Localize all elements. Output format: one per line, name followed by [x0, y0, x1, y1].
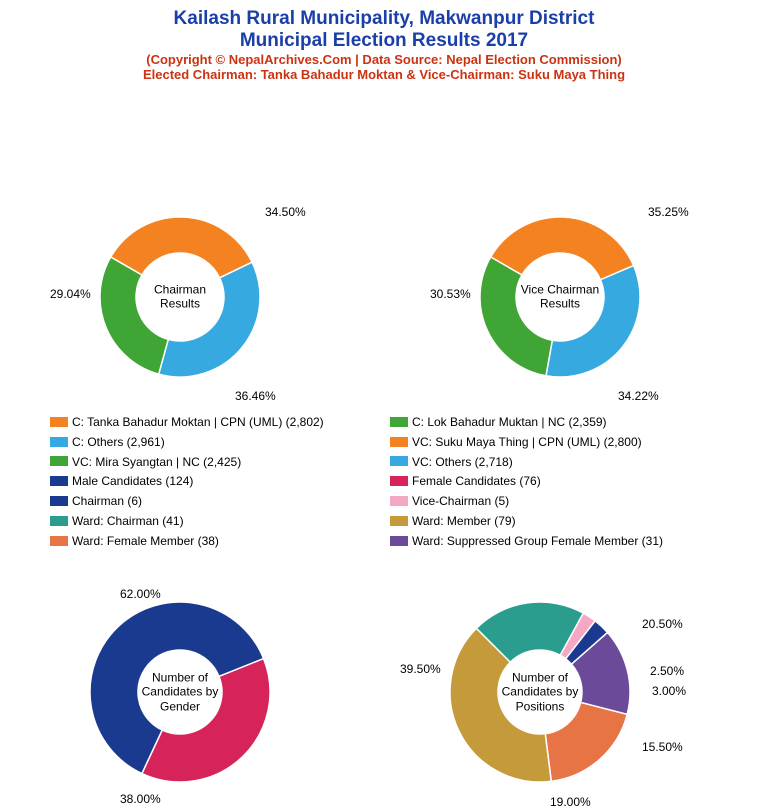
- legend-item: VC: Suku Maya Thing | CPN (UML) (2,800): [390, 432, 750, 451]
- chairman-center-label: Chairman Results: [140, 283, 220, 312]
- legend-text: Ward: Chairman (41): [72, 514, 184, 528]
- legend-item: C: Tanka Bahadur Moktan | CPN (UML) (2,8…: [50, 412, 390, 431]
- legend-swatch: [390, 417, 408, 427]
- legend-swatch: [390, 496, 408, 506]
- legend-swatch: [390, 476, 408, 486]
- legend-text: Female Candidates (76): [412, 474, 541, 488]
- legend-item: C: Others (2,961): [50, 432, 390, 451]
- positions-slice-label: 3.00%: [652, 684, 686, 698]
- gender-slice-label: 62.00%: [120, 587, 161, 601]
- legend-text: Ward: Suppressed Group Female Member (31…: [412, 534, 663, 548]
- positions-slice: [545, 702, 627, 781]
- chairman-slice: [159, 262, 260, 377]
- legend-text: C: Tanka Bahadur Moktan | CPN (UML) (2,8…: [72, 415, 324, 429]
- legend-swatch: [390, 456, 408, 466]
- chairman-slice-label: 36.46%: [235, 389, 276, 403]
- legend-text: VC: Mira Syangtan | NC (2,425): [72, 454, 241, 468]
- legend-item: Ward: Chairman (41): [50, 511, 390, 530]
- chairman-slice-label: 34.50%: [265, 205, 306, 219]
- legend-item: Ward: Member (79): [390, 511, 750, 530]
- elected-line: Elected Chairman: Tanka Bahadur Moktan &…: [0, 67, 768, 82]
- legend-item: Male Candidates (124): [50, 471, 390, 490]
- positions-slice-label: 2.50%: [650, 664, 684, 678]
- legend-text: VC: Others (2,718): [412, 454, 513, 468]
- legend-swatch: [50, 496, 68, 506]
- title-line1: Kailash Rural Municipality, Makwanpur Di…: [0, 8, 768, 30]
- legend-swatch: [50, 417, 68, 427]
- legend-text: Chairman (6): [72, 494, 142, 508]
- legend-text: C: Others (2,961): [72, 435, 165, 449]
- vice-donut: Vice Chairman Results: [476, 213, 644, 381]
- legend-item: Ward: Female Member (38): [50, 531, 390, 550]
- positions-donut: Number of Candidates by Positions: [446, 598, 634, 786]
- legend-item: VC: Others (2,718): [390, 452, 750, 471]
- legend-item: Female Candidates (76): [390, 471, 750, 490]
- legend-item: Chairman (6): [50, 491, 390, 510]
- legend-text: C: Lok Bahadur Muktan | NC (2,359): [412, 415, 607, 429]
- vice-slice-label: 35.25%: [648, 205, 689, 219]
- title-line2: Municipal Election Results 2017: [0, 30, 768, 52]
- positions-slice-label: 39.50%: [400, 662, 441, 676]
- legend-text: VC: Suku Maya Thing | CPN (UML) (2,800): [412, 435, 642, 449]
- legend-swatch: [50, 516, 68, 526]
- legend-item: C: Lok Bahadur Muktan | NC (2,359): [390, 412, 750, 431]
- gender-slice-label: 38.00%: [120, 792, 161, 806]
- gender-center-label: Number of Candidates by Gender: [140, 670, 220, 713]
- positions-slice-label: 15.50%: [642, 740, 683, 754]
- copyright-line: (Copyright © NepalArchives.Com | Data So…: [0, 52, 768, 67]
- legend-item: Vice-Chairman (5): [390, 491, 750, 510]
- legend-swatch: [390, 437, 408, 447]
- positions-center-label: Number of Candidates by Positions: [500, 670, 580, 713]
- legend-swatch: [50, 476, 68, 486]
- vice-slice-label: 34.22%: [618, 389, 659, 403]
- vice-slice-label: 30.53%: [430, 287, 471, 301]
- gender-donut: Number of Candidates by Gender: [86, 598, 274, 786]
- legend-item: VC: Mira Syangtan | NC (2,425): [50, 452, 390, 471]
- chairman-slice-label: 29.04%: [50, 287, 91, 301]
- vice-slice: [480, 257, 552, 376]
- legend-text: Ward: Member (79): [412, 514, 516, 528]
- legend-text: Ward: Female Member (38): [72, 534, 219, 548]
- legend-swatch: [390, 516, 408, 526]
- legend-swatch: [50, 437, 68, 447]
- positions-slice-label: 19.00%: [550, 795, 591, 809]
- legend-swatch: [390, 536, 408, 546]
- positions-slice-label: 20.50%: [642, 617, 683, 631]
- chairman-donut: Chairman Results: [96, 213, 264, 381]
- vice-center-label: Vice Chairman Results: [520, 283, 600, 312]
- chairman-slice: [100, 257, 168, 374]
- legend-item: Ward: Suppressed Group Female Member (31…: [390, 531, 750, 550]
- legend-swatch: [50, 536, 68, 546]
- legend-text: Vice-Chairman (5): [412, 494, 509, 508]
- legend: C: Tanka Bahadur Moktan | CPN (UML) (2,8…: [50, 412, 750, 551]
- legend-text: Male Candidates (124): [72, 474, 193, 488]
- header: Kailash Rural Municipality, Makwanpur Di…: [0, 0, 768, 82]
- legend-swatch: [50, 456, 68, 466]
